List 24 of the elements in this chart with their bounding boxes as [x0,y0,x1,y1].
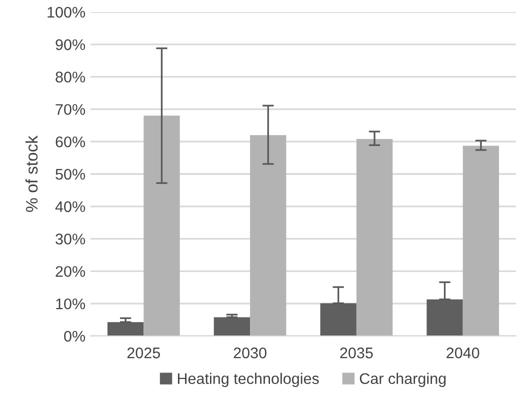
y-tick-label: 60% [56,136,86,148]
x-tick-label: 2030 [234,348,266,358]
y-tick-label: 80% [56,72,86,82]
y-tick-label: 10% [56,298,86,310]
bar [107,322,144,336]
y-tick-label: 20% [56,266,86,277]
bar [144,116,180,336]
x-tick-label: 2035 [340,348,373,358]
y-tick-label: 0% [64,330,86,342]
y-tick-label: 30% [56,234,86,244]
x-tick-label: 2040 [446,348,480,358]
y-axis-title: % of stock [25,136,38,212]
y-tick-label: 50% [56,168,86,180]
x-tick-label: 2025 [127,348,160,358]
bar [356,139,393,336]
legend-label: Heating technologies [178,372,319,388]
y-tick-label: 100% [48,6,86,18]
y-tick-label: 70% [56,104,86,115]
bar [214,317,250,336]
y-tick-label: 40% [55,201,86,212]
legend-label: Car charging [360,372,446,388]
bar [250,135,286,336]
bar [462,146,500,336]
y-tick-label: 90% [56,39,86,50]
